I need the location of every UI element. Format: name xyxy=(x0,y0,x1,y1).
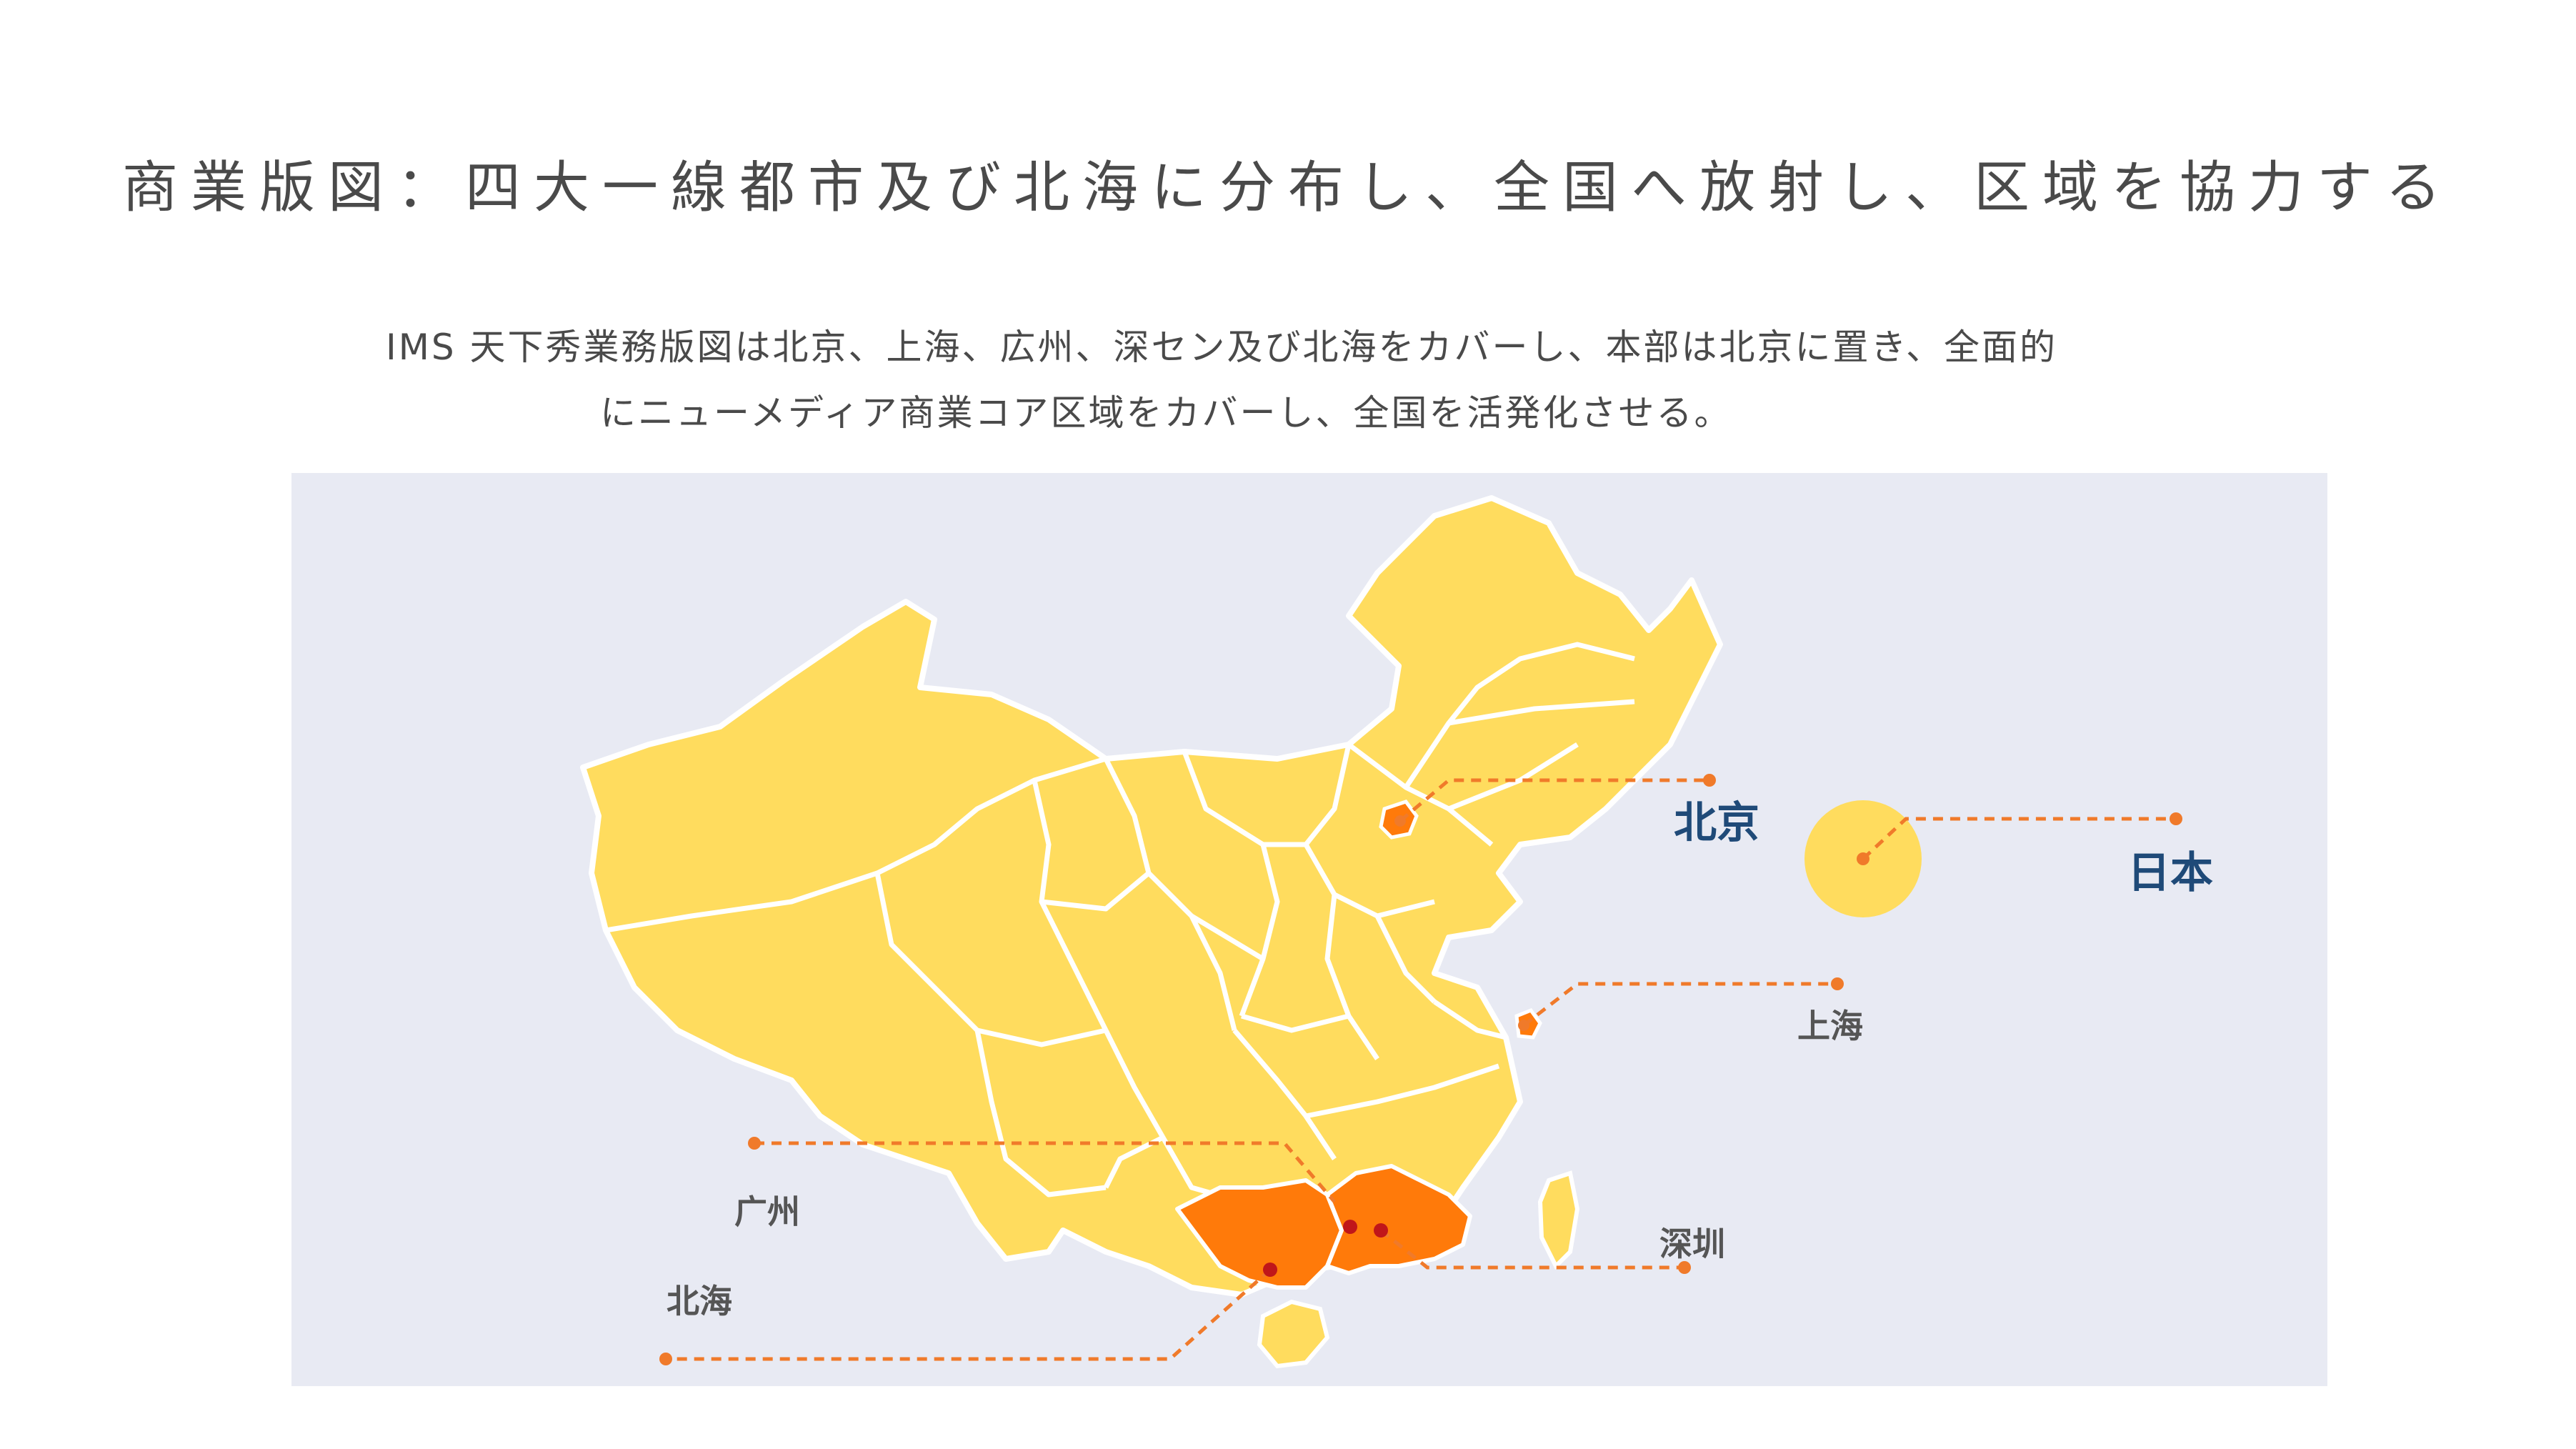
intro-paragraph: IMS 天下秀業務版図は北京、上海、広州、深セン及び北海をカバーし、本部は北京に… xyxy=(386,314,2215,446)
china-map: 北京 日本 上海 广州 深圳 北海 xyxy=(580,495,2213,1369)
city-dots xyxy=(1263,1220,1388,1277)
label-beijing: 北京 xyxy=(1674,798,1759,848)
label-guangzhou: 广州 xyxy=(734,1192,800,1231)
beihai-dot xyxy=(1263,1263,1277,1277)
page-headline: 商業版図：四大一線都市及び北海に分布し、全国へ放射し、区域を協力する xyxy=(121,156,2454,220)
guangzhou-dot xyxy=(1343,1220,1357,1234)
label-beihai: 北海 xyxy=(667,1282,732,1320)
taiwan-island-shape xyxy=(1537,1170,1580,1270)
intro-line-1: IMS 天下秀業務版図は北京、上海、広州、深セン及び北海をカバーし、本部は北京に… xyxy=(386,327,2058,368)
leader-endpoint-dots xyxy=(659,774,2182,1365)
label-shanghai: 上海 xyxy=(1797,1007,1863,1045)
guangdong-region-highlight xyxy=(1325,1164,1472,1275)
china-mainland-shape xyxy=(580,495,1723,1298)
intro-line-2: にニューメディア商業コア区域をカバーし、全国を活発化させる。 xyxy=(600,392,1732,434)
business-map-panel: 北京 日本 上海 广州 深圳 北海 xyxy=(291,473,2327,1386)
leader-lines xyxy=(666,778,2176,1361)
hainan-island-shape xyxy=(1257,1299,1330,1369)
shenzhen-dot xyxy=(1374,1223,1388,1238)
province-borders xyxy=(605,642,1635,1205)
label-japan: 日本 xyxy=(2127,848,2213,898)
label-shenzhen: 深圳 xyxy=(1659,1225,1725,1263)
